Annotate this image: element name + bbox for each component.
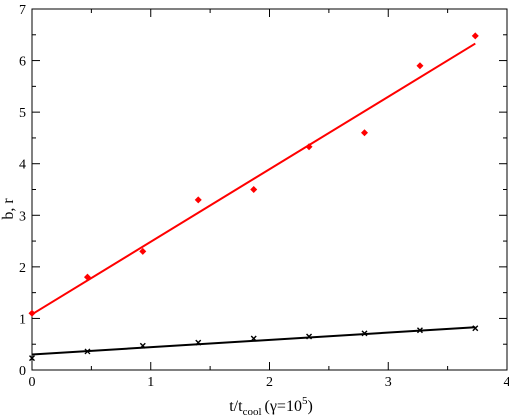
axis-ticks xyxy=(31,8,508,371)
data-point-diamond xyxy=(139,247,147,255)
y-tick-label: 4 xyxy=(19,158,26,173)
data-point-diamond xyxy=(361,129,368,137)
x-tick-label: 2 xyxy=(266,375,273,390)
data-point-diamond xyxy=(28,309,36,317)
y-tick-label: 6 xyxy=(19,55,26,70)
y-tick-label: 3 xyxy=(19,209,26,224)
y-tick-label: 2 xyxy=(19,261,26,276)
data-point-x xyxy=(139,342,146,349)
y-tick-label: 5 xyxy=(19,106,26,121)
data-point-x xyxy=(361,330,368,337)
data-point-x xyxy=(84,348,91,355)
y-tick-label: 1 xyxy=(19,312,26,327)
data-point-x xyxy=(29,355,35,362)
fit-lines xyxy=(31,42,476,356)
y-axis-title: b, r xyxy=(0,198,17,220)
data-point-diamond xyxy=(83,273,91,281)
data-point-x xyxy=(472,325,479,332)
data-point-diamond xyxy=(471,32,479,40)
data-markers xyxy=(28,32,479,362)
x-axis-title-paren: (γ=10 xyxy=(265,398,302,415)
data-point-diamond xyxy=(194,196,202,204)
y-tick-label: 7 xyxy=(19,3,26,18)
data-point-diamond xyxy=(416,62,424,70)
x-tick-label: 4 xyxy=(504,375,509,390)
x-axis-title: t/tcool (γ=105) xyxy=(229,395,313,418)
x-tick-label: 1 xyxy=(147,375,154,390)
data-point-x xyxy=(306,333,313,340)
data-point-x xyxy=(416,327,423,334)
x-axis-title-sub: cool xyxy=(243,406,262,418)
x-axis-title-main: t/t xyxy=(229,398,243,415)
fit-line-series-2 xyxy=(31,326,476,356)
plot-area xyxy=(31,8,508,371)
y-tick-label: 0 xyxy=(19,364,26,379)
x-tick-label: 0 xyxy=(29,375,36,390)
data-point-diamond xyxy=(305,143,313,151)
fit-line-series-1 xyxy=(31,42,476,316)
data-point-diamond xyxy=(250,186,258,193)
x-axis-title-sup: 5 xyxy=(302,395,308,407)
x-axis-title-close: ) xyxy=(307,398,312,415)
x-tick-label: 3 xyxy=(385,375,392,390)
tick-labels: 0 1 2 3 4 0 1 2 3 4 5 6 7 xyxy=(19,3,509,390)
data-point-x xyxy=(195,339,202,346)
plot-border xyxy=(31,8,508,371)
data-point-x xyxy=(250,335,257,342)
